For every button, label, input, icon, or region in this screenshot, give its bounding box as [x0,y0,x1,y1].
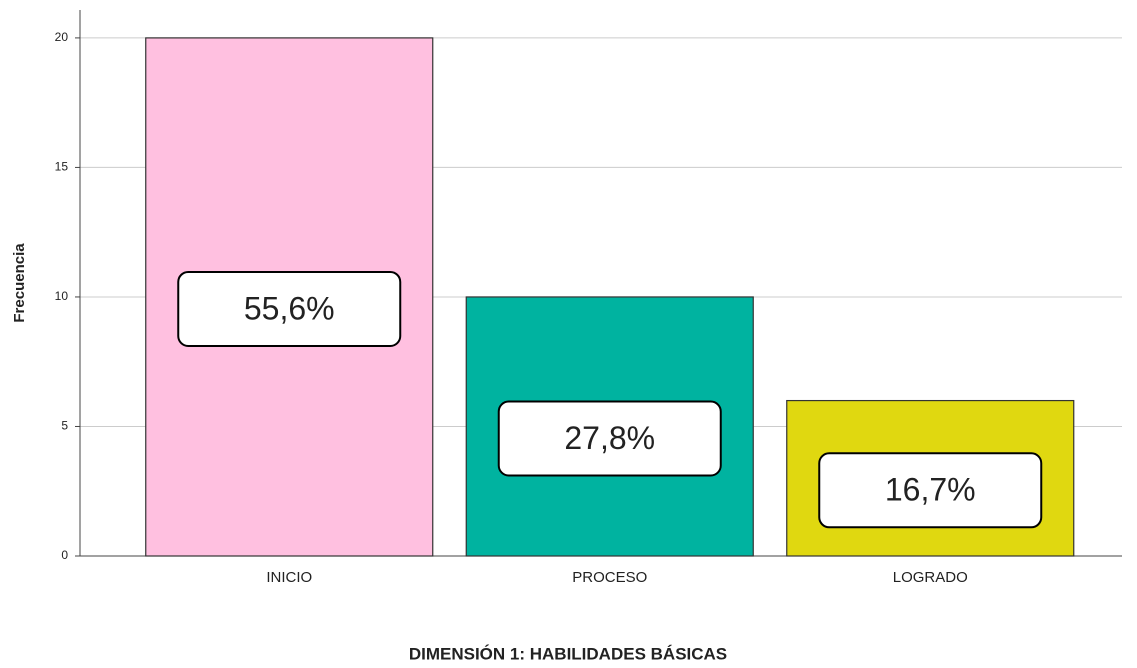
data-label-box [818,452,1043,529]
data-label: 55,6% [244,290,335,326]
y-tick-label: 5 [61,419,68,433]
data-label-box [177,270,402,347]
x-tick-label: INICIO [266,569,312,586]
chart-title: DIMENSIÓN 1: HABILIDADES BÁSICAS [409,644,727,663]
y-tick-label: 0 [61,548,68,562]
data-label-box [497,400,722,477]
data-label: 16,7% [885,472,976,508]
x-tick-label: LOGRADO [893,569,968,586]
y-tick-label: 15 [55,160,69,174]
y-tick-label: 10 [55,289,69,303]
x-tick-label: PROCESO [572,569,647,586]
y-axis-label: Frecuencia [11,243,28,323]
data-label: 27,8% [564,420,655,456]
y-tick-label: 20 [55,30,69,44]
